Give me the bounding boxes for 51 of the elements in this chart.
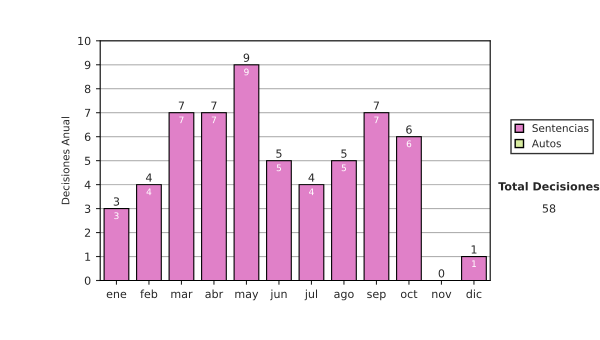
y-axis-title: Decisiones Anual (61, 117, 70, 204)
data-label: 4 (309, 188, 314, 196)
data-label: 9 (244, 68, 249, 76)
y-tick-label: 4 (84, 180, 91, 189)
x-tick-label: nov (432, 292, 452, 298)
total-label: 0 (438, 269, 444, 278)
x-tick-label: sep (367, 292, 386, 300)
total-label: 7 (211, 102, 217, 110)
text: 58 (542, 204, 556, 213)
data-label: 7 (212, 116, 216, 124)
data-label: 6 (406, 140, 412, 148)
data-label: 5 (342, 164, 346, 172)
text: Total Decisiones (498, 182, 600, 191)
data-label: 4 (146, 188, 152, 196)
y-tick-label: 6 (84, 132, 90, 142)
x-tick-label: ago (334, 292, 354, 300)
y-tick-label: 5 (84, 156, 90, 166)
legend-label: Autos (532, 140, 561, 148)
y-tick-label: 9 (84, 60, 90, 70)
data-label: 3 (114, 212, 119, 220)
data-label: 7 (179, 116, 184, 124)
y-tick-label: 10 (78, 36, 90, 46)
total-label: 4 (308, 173, 314, 182)
x-tick-label: abr (205, 290, 224, 298)
total-label: 9 (244, 53, 250, 62)
total-label: 7 (178, 102, 184, 110)
x-tick-label: oct (400, 290, 418, 298)
x-tick-label: ene (106, 292, 126, 298)
data-label: 1 (472, 260, 476, 267)
legend-label: Sentencias (532, 124, 588, 132)
x-tick-label: feb (140, 290, 158, 298)
y-tick-label: 7 (85, 108, 90, 117)
y-tick-label: 2 (84, 228, 90, 237)
total-label: 4 (146, 173, 152, 182)
total-label: 5 (341, 150, 347, 158)
y-tick-label: 0 (84, 276, 90, 285)
x-tick-label: jul (304, 290, 318, 300)
total-label: 1 (472, 245, 476, 254)
total-label: 7 (374, 102, 380, 110)
x-tick-label: jun (270, 290, 287, 300)
x-tick-label: mar (171, 292, 193, 298)
total-label: 6 (406, 125, 412, 134)
y-tick-label: 3 (84, 204, 90, 213)
x-tick-label: dic (466, 290, 482, 298)
data-label: 7 (374, 116, 379, 124)
y-tick-label: 1 (85, 252, 90, 261)
data-label: 5 (276, 164, 282, 172)
total-label: 3 (114, 197, 120, 206)
total-label: 5 (276, 150, 282, 158)
y-tick-label: 8 (84, 84, 90, 94)
x-tick-label: may (235, 292, 258, 300)
